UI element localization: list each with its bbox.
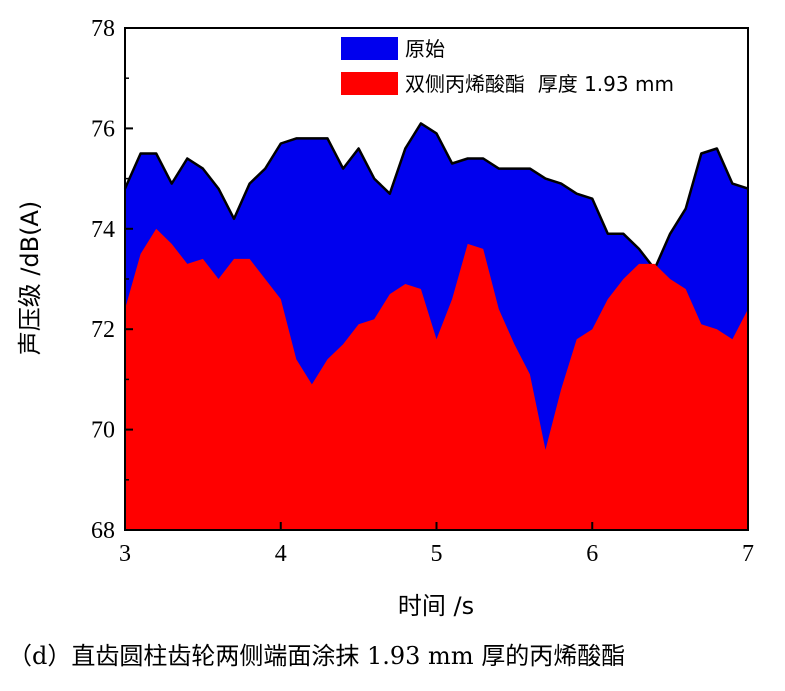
plot-frame	[124, 27, 749, 531]
x-axis-title: 时间 /s	[398, 592, 474, 620]
x-tick-label: 7	[742, 541, 754, 567]
series-area-1	[125, 228, 748, 531]
legend-swatch-acrylate	[341, 72, 398, 95]
legend: 原始 双侧丙烯酸酯 厚度 1.93 mm	[341, 37, 674, 96]
y-axis-title: 声压级 /dB(A)	[16, 201, 44, 356]
y-tick-label: 74	[91, 217, 115, 243]
legend-label-original: 原始	[405, 37, 445, 61]
legend-label-acrylate: 双侧丙烯酸酯 厚度 1.93 mm	[405, 72, 674, 96]
x-tick-labels: 3 4 5 6 7	[119, 541, 754, 567]
x-tick-label: 6	[586, 541, 598, 567]
x-tick-label: 4	[275, 541, 287, 567]
legend-swatch-original	[341, 37, 398, 60]
y-tick-label: 68	[91, 518, 115, 544]
series-outline-0	[123, 122, 749, 271]
y-tick-label: 76	[91, 116, 115, 142]
figure-caption: （d）直齿圆柱齿轮两侧端面涂抹 1.93 mm 厚的丙烯酸酯	[8, 642, 626, 670]
y-tick-label: 70	[91, 418, 115, 444]
x-tick-label: 3	[119, 541, 131, 567]
y-tick-labels: 68 70 72 74 76 78	[91, 16, 115, 544]
y-tick-label: 78	[91, 16, 115, 42]
axis-ticks	[124, 27, 749, 531]
x-tick-label: 5	[431, 541, 443, 567]
y-tick-label: 72	[91, 317, 115, 343]
plot-areas	[123, 122, 749, 531]
